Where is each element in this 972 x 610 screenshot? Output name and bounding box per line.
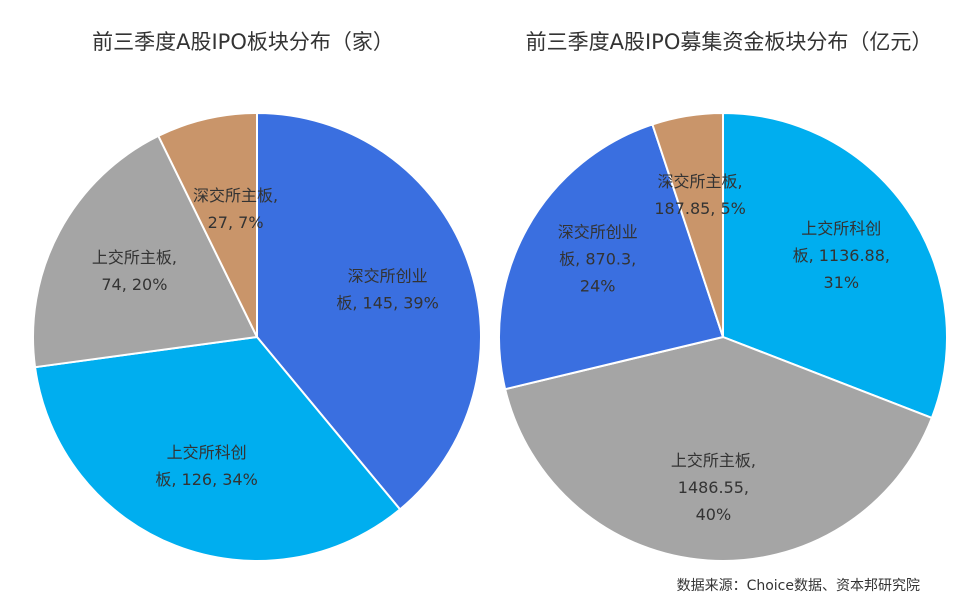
pie-0-slice-0-label: 深交所创业板, 145, 39% (336, 266, 438, 312)
pie-0-slice-3 (157, 111, 258, 338)
pie-0-slice-1-label-line: 上交所科创 (167, 443, 247, 462)
pie-1-slice-2 (498, 123, 725, 391)
pie-right: 上交所科创板, 1136.88, 31% 上交所主板, 1486.55, 40% 深交所创… (498, 111, 948, 562)
pie-left: 深交所创业板, 145, 39% 上交所科创板, 126, 34% 上交所主板, 74… (32, 111, 482, 562)
pie-1-slice-3 (651, 111, 724, 338)
pie-1-slice-2-label-line: 24% (580, 276, 616, 295)
pie-1-slice-1-label: 上交所主板, 1486.55, 40% (671, 451, 756, 524)
pie-0-slice-0-label-line: 板, 145, 39% (336, 293, 438, 312)
pie-0-slice-2-label-line: 上交所主板, (92, 248, 177, 267)
pie-0-slice-1-label: 上交所科创板, 126, 34% (155, 443, 257, 489)
pie-1-slice-2-label-line: 板, 870.3, (559, 249, 636, 268)
pie-1-slice-3-label-line: 187.85, 5% (654, 199, 746, 218)
pie-1-slice-0-label-line: 板, 1136.88, (793, 246, 890, 265)
pie-1-slice-3-label: 深交所主板, 187.85, 5% (654, 172, 746, 218)
pie-1-slice-1-label-line: 1486.55, (678, 478, 749, 497)
pie-1-slice-1 (503, 335, 934, 562)
pie-0-slice-3-label-line: 27, 7% (208, 213, 264, 232)
pie-1-slice-3-label-line: 深交所主板, (658, 172, 743, 191)
pie-1-slice-0-label-line: 上交所科创 (801, 219, 881, 238)
pie-1-slice-1-label-line: 40% (696, 505, 732, 524)
pie-0-slice-3-label-line: 深交所主板, (193, 186, 278, 205)
pie-1-slice-2-label-line: 深交所创业 (558, 222, 638, 241)
source-note: 数据来源：Choice数据、资本邦研究院 (676, 578, 920, 594)
pie-0-slice-2-label-line: 74, 20% (101, 275, 167, 294)
pie-0-slice-1 (33, 335, 402, 562)
pie-0-slice-2 (32, 134, 259, 369)
pie-0-slice-2-label: 上交所主板, 74, 20% (92, 248, 177, 294)
pie-0-slice-3-label: 深交所主板, 27, 7% (193, 186, 278, 232)
pie-1-slice-0-label: 上交所科创板, 1136.88, 31% (793, 219, 890, 292)
pie-0-slice-0 (256, 111, 482, 511)
pie-1-slice-1-label-line: 上交所主板, (671, 451, 756, 470)
pie-1-slice-0-label-line: 31% (824, 273, 860, 292)
pie-1-slice-0 (722, 111, 948, 420)
pie-0-slice-0-label-line: 深交所创业 (348, 266, 428, 285)
pie-0-slice-1-label-line: 板, 126, 34% (155, 470, 257, 489)
left-chart-title: 前三季度A股IPO板块分布（家） (92, 30, 394, 54)
right-chart-title: 前三季度A股IPO募集资金板块分布（亿元） (525, 30, 933, 54)
pie-1-slice-2-label: 深交所创业板, 870.3, 24% (558, 222, 638, 295)
